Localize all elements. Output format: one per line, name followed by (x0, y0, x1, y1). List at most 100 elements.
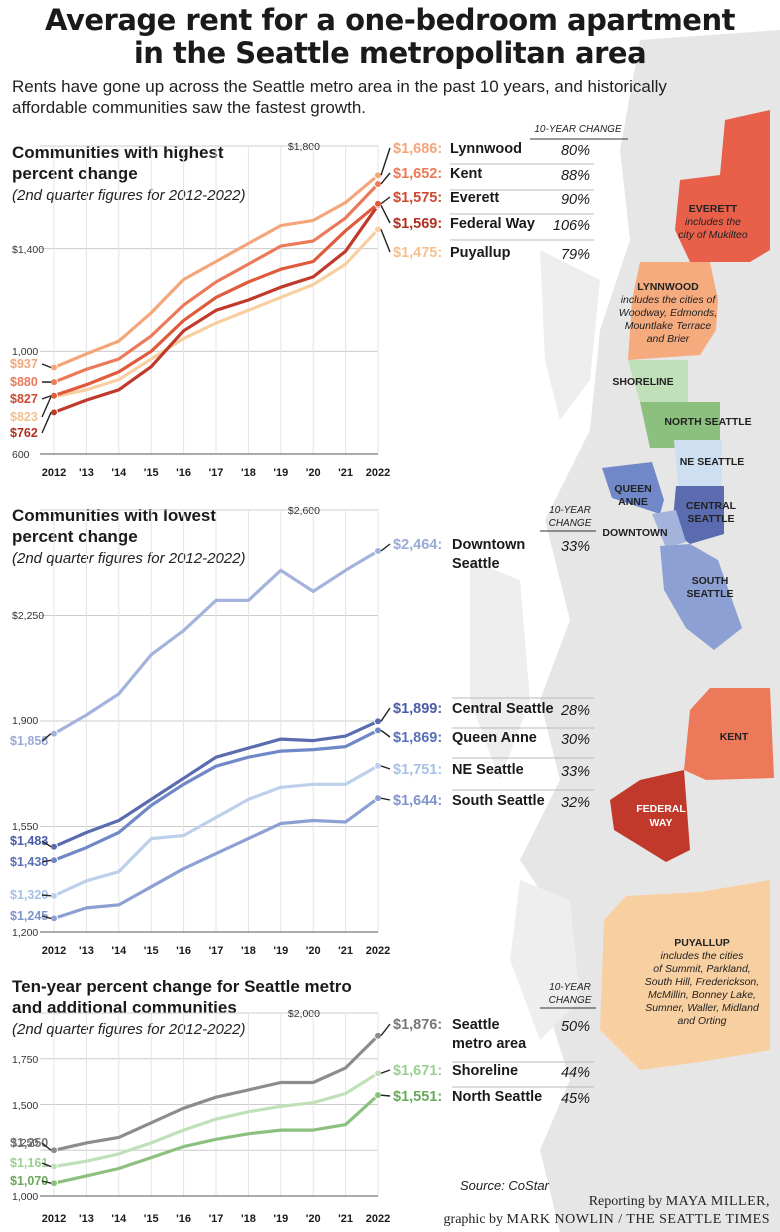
series-change: 106% (553, 218, 590, 234)
leader-line (380, 1023, 391, 1037)
series-start-label: $1,483 (10, 834, 48, 848)
x-tick-label: '15 (144, 467, 159, 479)
map-label-south-seattle: SOUTH (692, 575, 729, 587)
leader-line (380, 172, 391, 185)
series-change: 32% (561, 795, 590, 811)
series-start-label: $1,320 (10, 888, 48, 902)
x-tick-label: '18 (241, 467, 256, 479)
x-tick-label: '21 (338, 467, 353, 479)
map-label-kent: KENT (720, 731, 749, 743)
map-label-lynnwood-note: and Brier (647, 333, 690, 345)
series-start-label: $1,858 (10, 734, 48, 748)
leader-line (380, 1094, 391, 1097)
series-end-point (374, 1069, 382, 1078)
series-name: Central Seattle (452, 701, 554, 717)
leader-line (41, 733, 52, 742)
series-name: Lynnwood (450, 141, 522, 157)
map-label-lynnwood: LYNNWOOD (637, 281, 699, 293)
series-end-label: $1,899: (393, 701, 442, 717)
x-tick-label: 2022 (366, 1213, 390, 1225)
x-tick-label: '16 (176, 467, 191, 479)
series-end-point (374, 761, 382, 770)
region-ne-seattle (674, 440, 722, 486)
series-name: NE Seattle (452, 762, 524, 778)
change-header: 10-YEAR CHANGE (534, 124, 622, 135)
leader-line (380, 543, 391, 552)
leader-line (41, 894, 52, 897)
region-federal-way (610, 770, 690, 862)
page-dek: Rents have gone up across the Seattle me… (12, 77, 667, 117)
x-tick-label: '13 (79, 467, 94, 479)
series-start-point (50, 378, 58, 387)
map-label-central-seattle: SEATTLE (687, 513, 734, 525)
map-label-puyallup-note: includes the cities (661, 950, 745, 962)
x-tick-label: '19 (273, 1213, 288, 1225)
change-header: 10-YEAR (549, 982, 591, 993)
series-start-label: $880 (10, 375, 38, 389)
x-tick-label: '18 (241, 1213, 256, 1225)
series-change: 45% (561, 1091, 590, 1107)
x-tick-label: 2012 (42, 467, 66, 479)
chart-title: percent change (12, 527, 138, 546)
map-label-central-seattle: CENTRAL (686, 500, 737, 512)
series-name: North Seattle (452, 1089, 542, 1105)
map-island (470, 560, 530, 780)
series-end-label: $1,644: (393, 793, 442, 809)
leader-line (41, 395, 52, 400)
map-label-downtown: DOWNTOWN (602, 527, 667, 539)
map-label-puyallup-note: Sumner, Waller, Midland (645, 1002, 760, 1014)
series-start-label: $823 (10, 410, 38, 424)
region-queen-anne (602, 462, 664, 514)
x-tick-label: 2022 (366, 467, 390, 479)
leader-line (41, 1162, 52, 1168)
leader-line (41, 859, 52, 863)
series-end-point (374, 225, 382, 234)
series-change: 30% (561, 732, 590, 748)
x-tick-label: '14 (111, 467, 127, 479)
leader-line (380, 1069, 391, 1074)
series-start-label: $762 (10, 426, 38, 440)
series-end-label: $1,671: (393, 1063, 442, 1079)
leader-line (41, 915, 52, 920)
series-line (53, 228, 380, 399)
map-label-queen-anne: ANNE (618, 496, 648, 508)
leader-line (380, 229, 391, 253)
series-change: 33% (561, 539, 590, 555)
x-tick-label: '13 (79, 945, 94, 957)
x-tick-label: '19 (273, 467, 288, 479)
region-downtown (652, 510, 686, 548)
series-start-label: $1,438 (10, 855, 48, 869)
page-title-line1: Average rent for a one-bedroom apartment (45, 3, 735, 37)
series-start-point (50, 1146, 58, 1155)
map-label-everett-note: includes the (685, 216, 741, 228)
page-title-line2: in the Seattle metropolitan area (133, 36, 647, 70)
series-end-point (374, 726, 382, 735)
map-label-federal-way: FEDERAL (636, 803, 686, 815)
map-label-puyallup: PUYALLUP (674, 937, 730, 949)
series-end-point (374, 1091, 382, 1100)
credit-line-1: Reporting by MAYA MILLER, (589, 1194, 770, 1210)
series-name: Everett (450, 190, 499, 206)
series-end-point (374, 1031, 382, 1040)
region-shoreline (628, 360, 688, 402)
series-end-point (374, 717, 382, 726)
map-island (510, 880, 580, 1040)
chart-title: Ten-year percent change for Seattle metr… (12, 977, 352, 996)
series-start-point (50, 391, 58, 400)
x-tick-label: '15 (144, 1213, 159, 1225)
region-north-seattle (640, 402, 720, 448)
x-tick-label: '19 (273, 945, 288, 957)
map-label-queen-anne: QUEEN (614, 483, 651, 495)
series-name: Seattle (452, 556, 500, 572)
x-tick-label: 2022 (366, 945, 390, 957)
y-tick-label: 1,550 (12, 821, 38, 833)
series-name: Seattle (452, 1017, 500, 1033)
series-end-label: $1,652: (393, 166, 442, 182)
map-label-shoreline: SHORELINE (612, 376, 673, 388)
credit-name: MARK NOWLIN / THE SEATTLE TIMES (506, 1212, 770, 1227)
series-name: Puyallup (450, 245, 511, 261)
series-line (53, 1071, 379, 1169)
leader-line (380, 729, 391, 738)
series-start-point (50, 891, 58, 900)
series-end-label: $1,475: (393, 245, 442, 261)
